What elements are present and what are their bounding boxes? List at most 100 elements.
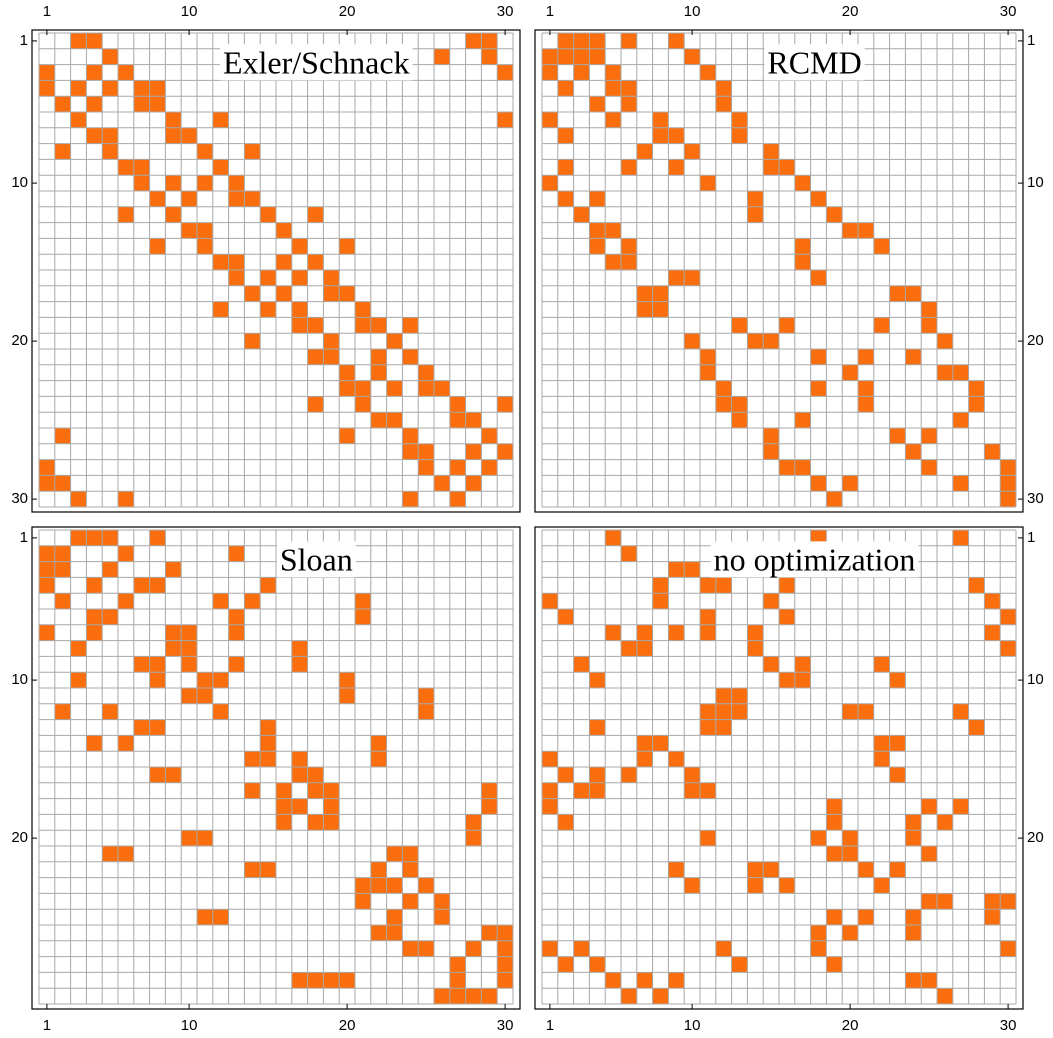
cell	[605, 112, 621, 128]
cell	[291, 317, 308, 334]
cell	[386, 380, 403, 397]
cell	[589, 33, 606, 49]
cell	[133, 80, 150, 97]
cell	[86, 577, 103, 594]
cell	[605, 64, 621, 81]
cell	[449, 988, 466, 1004]
cell	[228, 624, 245, 641]
cell	[149, 238, 166, 255]
cell	[307, 782, 324, 799]
cell	[557, 127, 574, 144]
cell	[133, 656, 150, 673]
cell	[307, 767, 324, 783]
cell	[621, 545, 637, 562]
cell	[118, 593, 134, 609]
cell	[842, 475, 858, 492]
cell	[747, 624, 764, 641]
cell	[858, 222, 874, 239]
x-tick-label: 30	[1000, 1017, 1017, 1034]
cell	[763, 428, 779, 444]
cell	[700, 577, 716, 594]
cell	[70, 530, 87, 546]
cell	[542, 940, 558, 957]
cell	[339, 285, 355, 302]
cell	[763, 443, 779, 460]
cell	[668, 127, 685, 144]
cell	[402, 846, 419, 862]
cell	[165, 112, 182, 128]
cell	[557, 609, 574, 625]
cell	[605, 624, 621, 641]
cell	[133, 96, 150, 112]
cell	[181, 830, 197, 846]
cell	[276, 254, 292, 270]
cell	[165, 206, 182, 223]
cell	[260, 206, 276, 223]
cell	[605, 254, 621, 270]
cell	[873, 877, 890, 894]
cell	[700, 703, 716, 720]
cell	[794, 175, 811, 191]
cell	[937, 893, 953, 910]
x-tick-label: 10	[181, 1017, 198, 1034]
cell	[323, 333, 340, 349]
cell	[339, 364, 355, 381]
x-tick-label: 10	[684, 1017, 701, 1034]
cell	[39, 459, 55, 476]
cell	[542, 751, 558, 767]
cell	[118, 735, 134, 752]
cell	[291, 972, 308, 989]
cell	[212, 593, 229, 609]
cell	[573, 48, 590, 65]
x-tick-label: 20	[339, 1017, 356, 1034]
cell	[589, 222, 606, 239]
cell	[355, 396, 371, 413]
panel-title: Exler/Schnack	[223, 44, 410, 80]
cell	[165, 127, 182, 144]
cell	[542, 112, 558, 128]
cell	[228, 191, 245, 207]
cell	[557, 814, 574, 831]
cell	[228, 656, 245, 673]
cell	[779, 672, 795, 688]
cell	[652, 301, 669, 318]
cell	[794, 459, 811, 476]
cell	[826, 909, 843, 925]
x-tick-label: 1	[546, 3, 554, 20]
cell	[542, 64, 558, 81]
cell	[889, 767, 906, 783]
cell	[228, 545, 245, 562]
cell	[165, 561, 182, 578]
cell	[102, 80, 118, 97]
cell	[763, 593, 779, 609]
cell	[102, 846, 118, 862]
cell	[39, 545, 55, 562]
cell	[984, 624, 1001, 641]
cell	[621, 238, 637, 255]
cell	[1000, 491, 1016, 507]
cell	[291, 751, 308, 767]
cell	[276, 798, 292, 815]
cell	[921, 301, 937, 318]
cell	[684, 767, 700, 783]
cell	[402, 349, 419, 365]
cell	[449, 412, 466, 428]
cell	[434, 893, 450, 910]
cell	[418, 877, 434, 894]
cell	[149, 191, 166, 207]
cell	[465, 475, 482, 492]
cell	[779, 159, 795, 176]
cell	[481, 798, 498, 815]
y-tick-label: 1	[1027, 32, 1035, 49]
cell	[149, 719, 166, 736]
cell	[952, 703, 969, 720]
cell	[921, 317, 937, 334]
cell	[323, 972, 340, 989]
cell	[636, 735, 653, 752]
cell	[386, 925, 403, 941]
cell	[779, 609, 795, 625]
cell	[905, 909, 922, 925]
cell	[700, 175, 716, 191]
cell	[652, 593, 669, 609]
cell	[418, 703, 434, 720]
